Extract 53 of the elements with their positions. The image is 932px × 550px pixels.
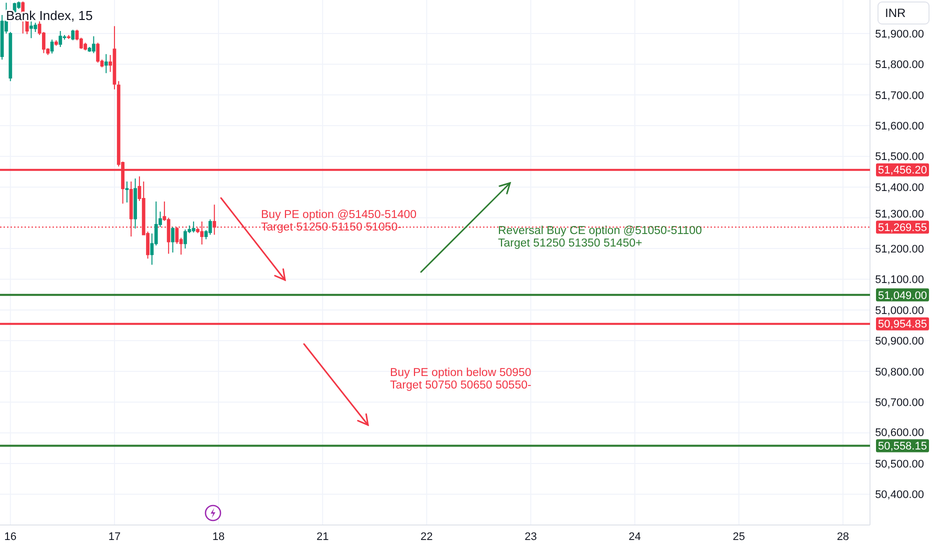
candlestick <box>112 26 116 90</box>
y-tick-label: 51,500.00 <box>875 151 924 164</box>
ref-line-label: 51,456.20 <box>878 164 927 177</box>
y-axis-title: INR <box>885 6 906 20</box>
candlestick <box>171 226 174 254</box>
x-tick-label: 22 <box>420 531 433 543</box>
y-tick-label: 51,600.00 <box>875 120 924 132</box>
candlestick <box>17 1 20 10</box>
candlestick <box>104 54 108 74</box>
candlestick <box>208 218 212 236</box>
candlestick <box>92 36 96 54</box>
x-tick-label: 17 <box>108 531 121 543</box>
annotation: Reversal Buy CE option @51050-51100 Target 51250 51350 51450+ <box>498 225 702 250</box>
ref-line-label: 51,049.00 <box>878 290 927 302</box>
y-tick-label: 50,400.00 <box>875 489 924 502</box>
candlestick <box>96 42 100 64</box>
candlestick <box>192 220 196 234</box>
x-tick-label: 28 <box>836 531 850 543</box>
x-tick-label: 23 <box>524 531 537 543</box>
ref-line-label: 50,558.15 <box>878 440 927 453</box>
y-tick-label: 50,500.00 <box>875 458 924 470</box>
x-tick-label: 24 <box>628 531 641 543</box>
y-tick-label: 51,400.00 <box>875 182 924 194</box>
y-tick-label: 51,700.00 <box>875 90 924 102</box>
annotation: Buy PE option @51450-51400 Target 51250 51150 51050- <box>261 209 417 234</box>
x-tick-label: 21 <box>316 531 329 543</box>
y-tick-label: 50,700.00 <box>875 396 924 409</box>
candlestick <box>134 178 137 230</box>
x-tick-label: 25 <box>732 531 745 543</box>
y-tick-label: 50,900.00 <box>875 336 924 348</box>
candlestick <box>71 29 75 41</box>
annotation: Buy PE option below 50950 Target 50750 50650 50550- <box>390 367 532 392</box>
ref-line-label: 50,954.85 <box>878 318 927 331</box>
y-tick-label: 51,300.00 <box>875 208 924 221</box>
y-tick-label: 51,900.00 <box>875 28 924 40</box>
ref-line-label: 51,269.55 <box>878 222 927 234</box>
candlestick <box>50 39 54 54</box>
y-tick-label: 51,800.00 <box>875 59 924 72</box>
candlestick <box>54 40 58 46</box>
y-tick-label: 51,200.00 <box>875 243 924 256</box>
candlestick <box>8 31 12 82</box>
candlestick <box>58 30 62 48</box>
y-tick-label: 50,600.00 <box>875 427 924 440</box>
x-tick-label: 18 <box>212 531 225 543</box>
candlestick <box>125 181 129 203</box>
candlestick <box>66 34 70 40</box>
candlestick <box>84 42 88 51</box>
y-tick-label: 51,000.00 <box>875 304 924 317</box>
candlestick <box>184 228 187 250</box>
x-tick-label: 16 <box>4 531 17 543</box>
y-tick-label: 51,100.00 <box>875 274 924 286</box>
y-tick-label: 50,800.00 <box>875 366 924 378</box>
candlestick <box>30 18 33 39</box>
